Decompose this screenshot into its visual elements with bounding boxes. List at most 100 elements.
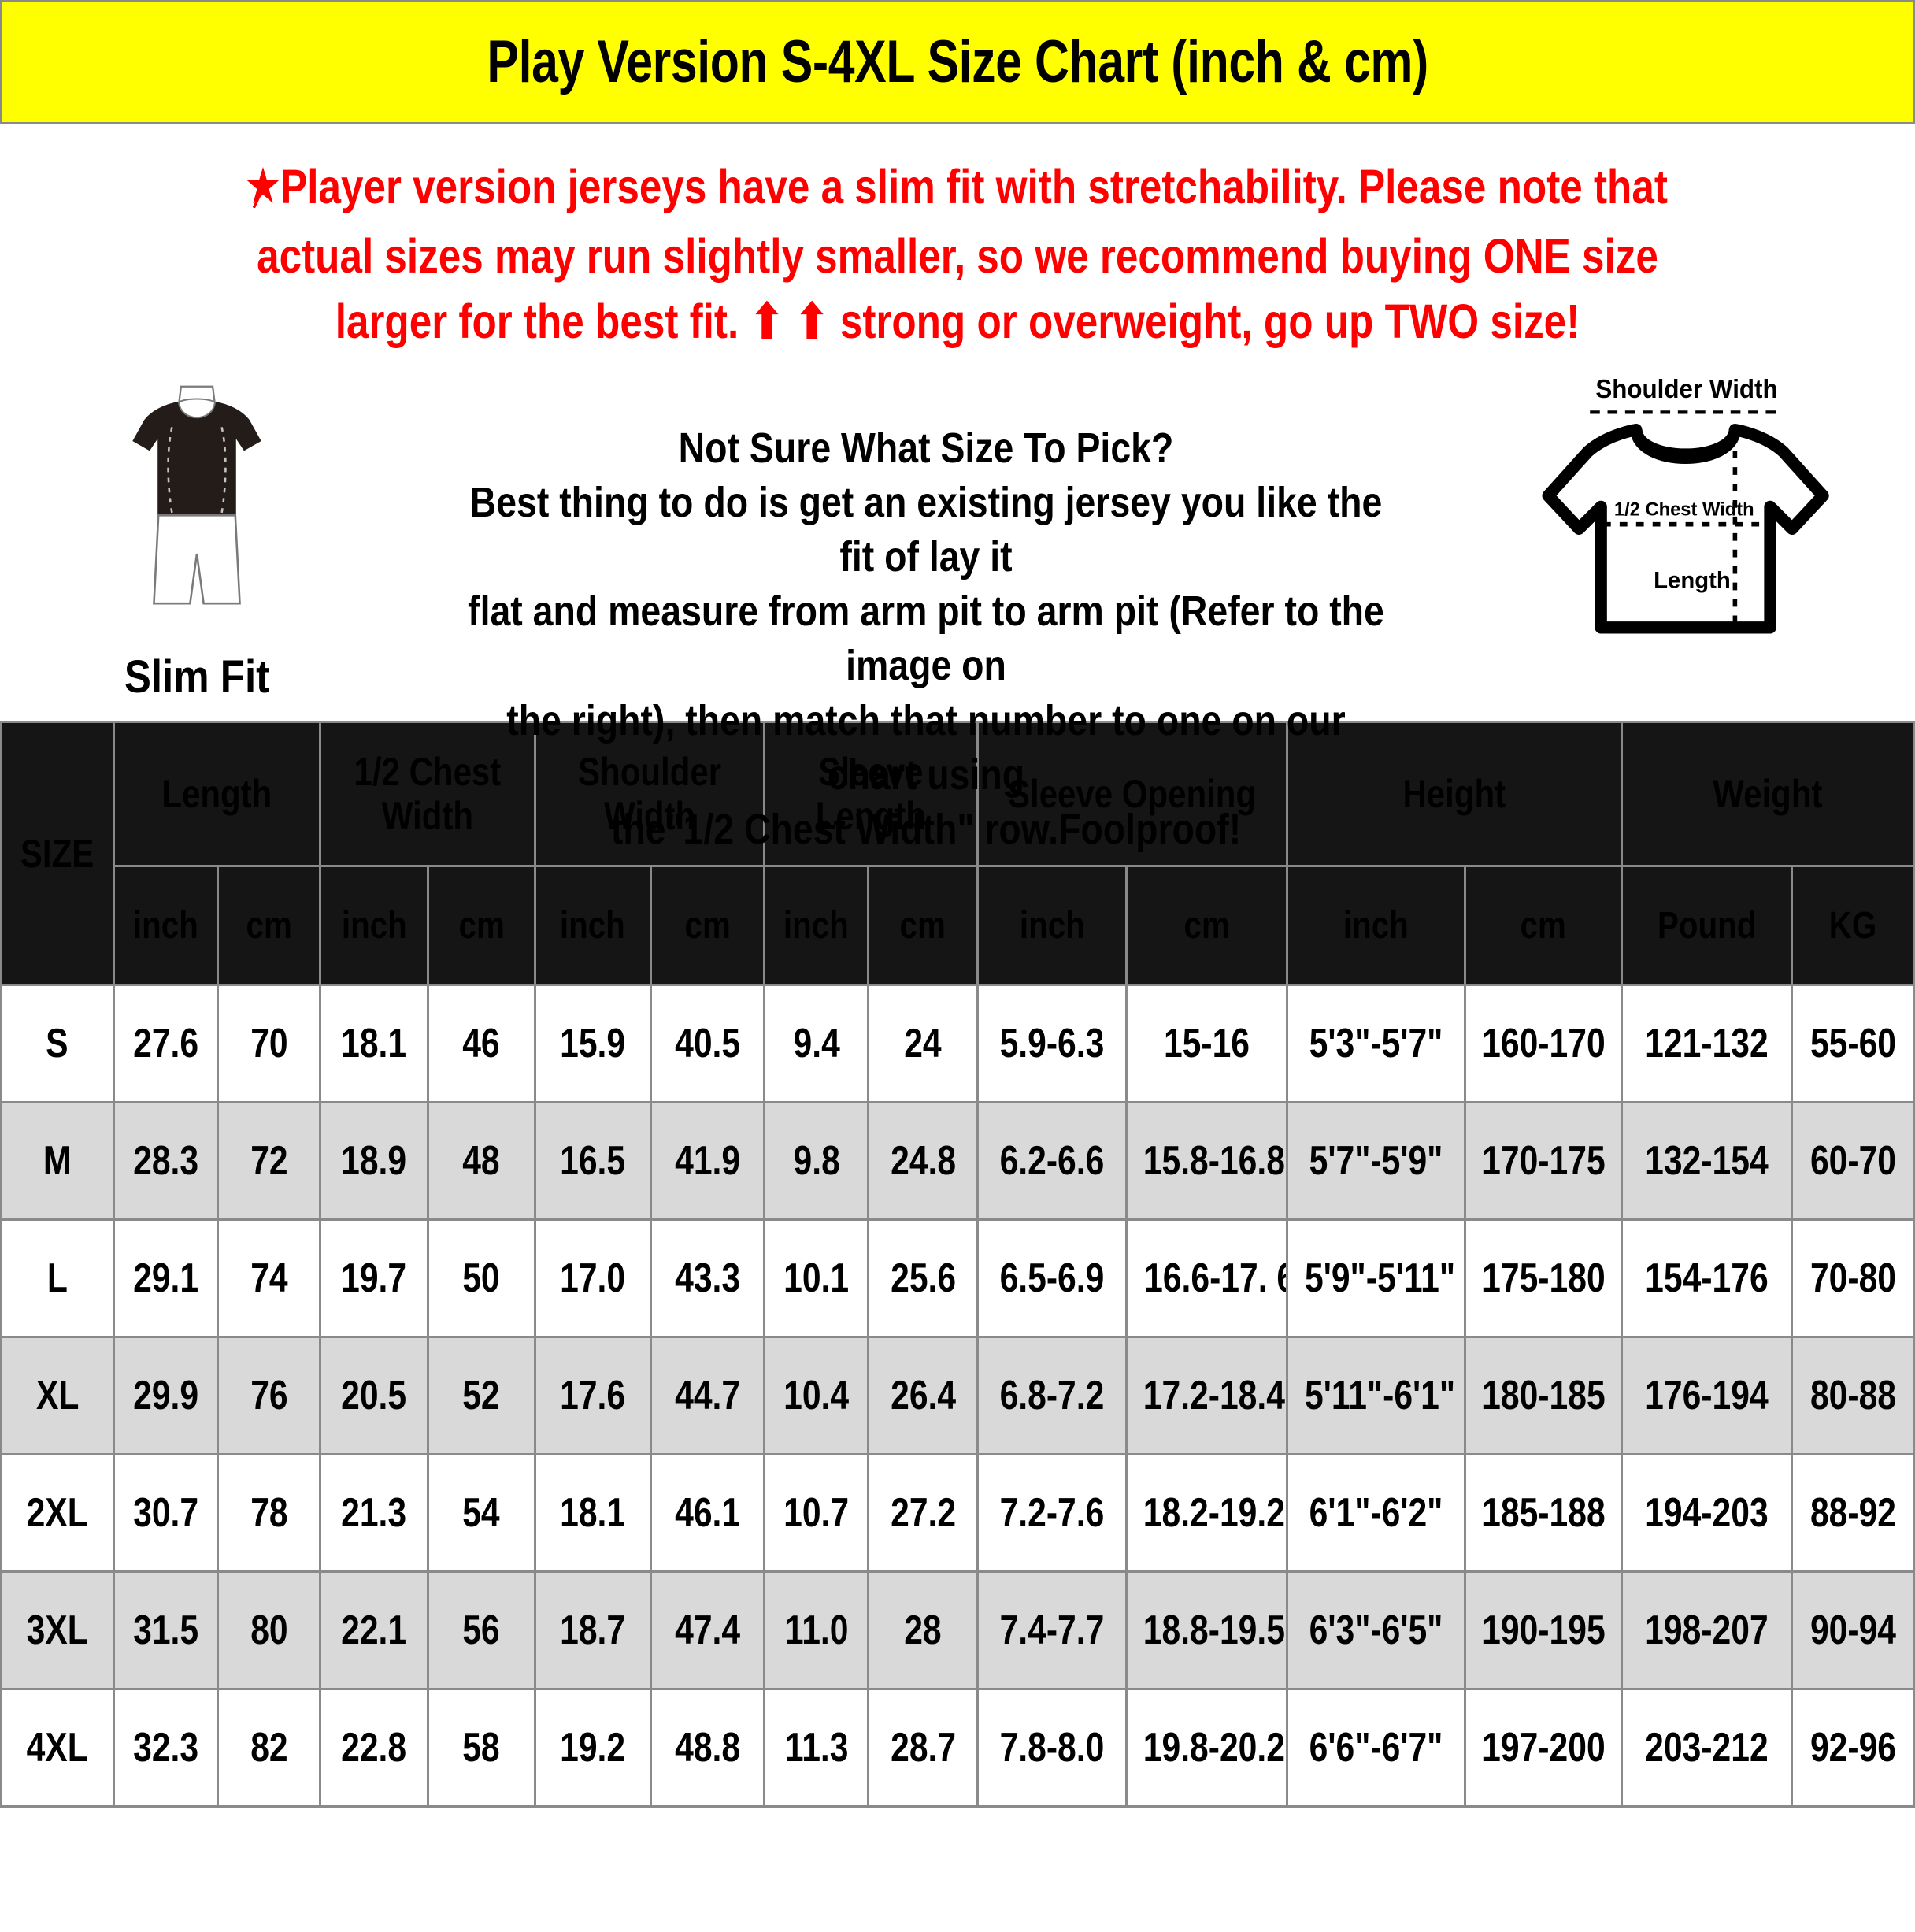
cell-value: 17.2-18.4	[1125, 1336, 1288, 1456]
cell-value: 60-70	[1791, 1101, 1915, 1222]
unit-sleeve-opening-cm: cm	[1125, 865, 1288, 987]
cell-value: 121-132	[1621, 984, 1794, 1104]
unit-shoulder-cm: cm	[649, 865, 766, 987]
table-row: 4XL 32.3 82 22.8 58 19.2 48.8 11.3 28.7 …	[0, 1688, 1915, 1808]
tshirt-diagram-block: Shoulder Width 1/2 Chest Width Length	[1490, 373, 1884, 646]
cell-value: 6'1"-6'2"	[1285, 1453, 1466, 1574]
notice-line-1: Player version jerseys have a slim fit w…	[257, 160, 1668, 284]
cell-value: 26.4	[867, 1336, 979, 1456]
cell-value: 28.3	[112, 1101, 219, 1222]
cell-value: 44.7	[649, 1336, 766, 1456]
cell-value: 10.1	[763, 1218, 870, 1339]
cell-value: 175-180	[1463, 1218, 1624, 1339]
page-title: Play Version S-4XL Size Chart (inch & cm…	[487, 28, 1428, 95]
notice-line-2a: slightly smaller, so we recommend buying…	[335, 229, 1658, 348]
cell-value: 90-94	[1791, 1570, 1915, 1691]
cell-size: XL	[0, 1336, 115, 1456]
col-header-weight: Weight	[1621, 721, 1915, 868]
size-table-body: S 27.6 70 18.1 46 15.9 40.5 9.4 24 5.9-6…	[0, 984, 1915, 1808]
cell-size: 2XL	[0, 1453, 115, 1574]
howto-line-4: the"1/2 Chest Width" row.Foolproof!	[610, 805, 1242, 853]
cell-value: 16.6-17. 6	[1125, 1218, 1288, 1339]
col-header-sleeve-opening: Sleeve Opening	[976, 721, 1288, 868]
cell-value: 5'9"-5'11"	[1285, 1218, 1466, 1339]
cell-value: 18.1	[533, 1453, 652, 1574]
cell-value: 21.3	[319, 1453, 429, 1574]
cell-value: 180-185	[1463, 1336, 1624, 1456]
table-row: 3XL 31.5 80 22.1 56 18.7 47.4 11.0 28 7.…	[0, 1570, 1915, 1691]
cell-value: 24	[867, 984, 979, 1104]
middle-illustration-row: Slim Fit Not Sure What Size To Pick? Bes…	[0, 362, 1915, 853]
pushpin-icon	[247, 159, 280, 224]
cell-value: 28.7	[867, 1688, 979, 1808]
cell-value: 80-88	[1791, 1336, 1915, 1456]
tshirt-measure-icon: 1/2 Chest Width Length	[1513, 410, 1860, 645]
unit-sleeve-length-inch: inch	[763, 865, 870, 987]
cell-value: 56	[426, 1570, 536, 1691]
cell-value: 7.2-7.6	[976, 1453, 1128, 1574]
slim-fit-label: Slim Fit	[124, 651, 270, 703]
cell-value: 30.7	[112, 1453, 219, 1574]
cell-value: 185-188	[1463, 1453, 1624, 1574]
cell-value: 11.0	[763, 1570, 870, 1691]
cell-value: 154-176	[1621, 1218, 1794, 1339]
cell-value: 18.2-19.2	[1125, 1453, 1288, 1574]
cell-value: 52	[426, 1336, 536, 1456]
cell-value: 32.3	[112, 1688, 219, 1808]
cell-value: 5.9-6.3	[976, 984, 1128, 1104]
col-header-length: Length	[112, 721, 322, 868]
cell-value: 7.4-7.7	[976, 1570, 1128, 1691]
cell-value: 9.8	[763, 1101, 870, 1222]
cell-value: 10.4	[763, 1336, 870, 1456]
cell-value: 24.8	[867, 1101, 979, 1222]
cell-value: 78	[216, 1453, 322, 1574]
unit-chest-inch: inch	[319, 865, 429, 987]
unit-height-cm: cm	[1463, 865, 1624, 987]
cell-value: 50	[426, 1218, 536, 1339]
table-row: S 27.6 70 18.1 46 15.9 40.5 9.4 24 5.9-6…	[0, 984, 1915, 1104]
cell-value: 88-92	[1791, 1453, 1915, 1574]
cell-value: 190-195	[1463, 1570, 1624, 1691]
cell-value: 5'11"-6'1"	[1285, 1336, 1466, 1456]
col-header-half-chest-width: 1/2 Chest Width	[319, 721, 536, 868]
cell-value: 48	[426, 1101, 536, 1222]
table-row: L 29.1 74 19.7 50 17.0 43.3 10.1 25.6 6.…	[0, 1218, 1915, 1339]
cell-value: 55-60	[1791, 984, 1915, 1104]
cell-value: 25.6	[867, 1218, 979, 1339]
cell-value: 197-200	[1463, 1688, 1624, 1808]
fit-notice: Player version jerseys have a slim fit w…	[0, 124, 1915, 362]
cell-value: 70-80	[1791, 1218, 1915, 1339]
notice-line-3: up TWO size!	[1324, 294, 1580, 348]
cell-value: 17.6	[533, 1336, 652, 1456]
title-banner: Play Version S-4XL Size Chart (inch & cm…	[0, 0, 1915, 124]
cell-value: 76	[216, 1336, 322, 1456]
cell-value: 5'3"-5'7"	[1285, 984, 1466, 1104]
cell-value: 80	[216, 1570, 322, 1691]
cell-value: 29.9	[112, 1336, 219, 1456]
cell-value: 41.9	[649, 1101, 766, 1222]
cell-value: 27.6	[112, 984, 219, 1104]
unit-sleeve-opening-inch: inch	[976, 865, 1128, 987]
cell-value: 29.1	[112, 1218, 219, 1339]
cell-value: 72	[216, 1101, 322, 1222]
cell-value: 17.0	[533, 1218, 652, 1339]
cell-value: 40.5	[649, 984, 766, 1104]
cell-value: 10.7	[763, 1453, 870, 1574]
cell-value: 31.5	[112, 1570, 219, 1691]
size-table: SIZE Length 1/2 Chest Width Shoulder Wid…	[0, 721, 1915, 1808]
cell-value: 170-175	[1463, 1101, 1624, 1222]
cell-value: 6.8-7.2	[976, 1336, 1128, 1456]
unit-length-cm: cm	[216, 865, 322, 987]
cell-size: 3XL	[0, 1570, 115, 1691]
howto-text-block: Not Sure What Size To Pick? Best thing t…	[362, 373, 1490, 857]
arrow-up-icon-2: ⬆	[795, 294, 829, 348]
cell-value: 46	[426, 984, 536, 1104]
cell-value: 11.3	[763, 1688, 870, 1808]
cell-value: 22.8	[319, 1688, 429, 1808]
cell-value: 47.4	[649, 1570, 766, 1691]
cell-value: 46.1	[649, 1453, 766, 1574]
table-row: XL 29.9 76 20.5 52 17.6 44.7 10.4 26.4 6…	[0, 1336, 1915, 1456]
unit-weight-kg: KG	[1791, 865, 1915, 987]
cell-value: 9.4	[763, 984, 870, 1104]
